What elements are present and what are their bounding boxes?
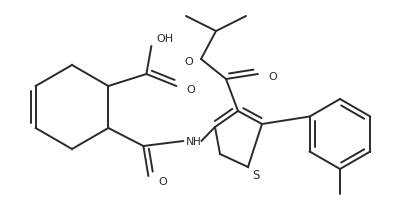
- Text: O: O: [186, 85, 195, 95]
- Text: O: O: [158, 176, 167, 186]
- Text: O: O: [184, 57, 193, 67]
- Text: N: N: [186, 136, 195, 146]
- Text: S: S: [252, 169, 259, 182]
- Text: H: H: [193, 136, 201, 146]
- Text: O: O: [268, 72, 277, 82]
- Text: OH: OH: [156, 34, 174, 44]
